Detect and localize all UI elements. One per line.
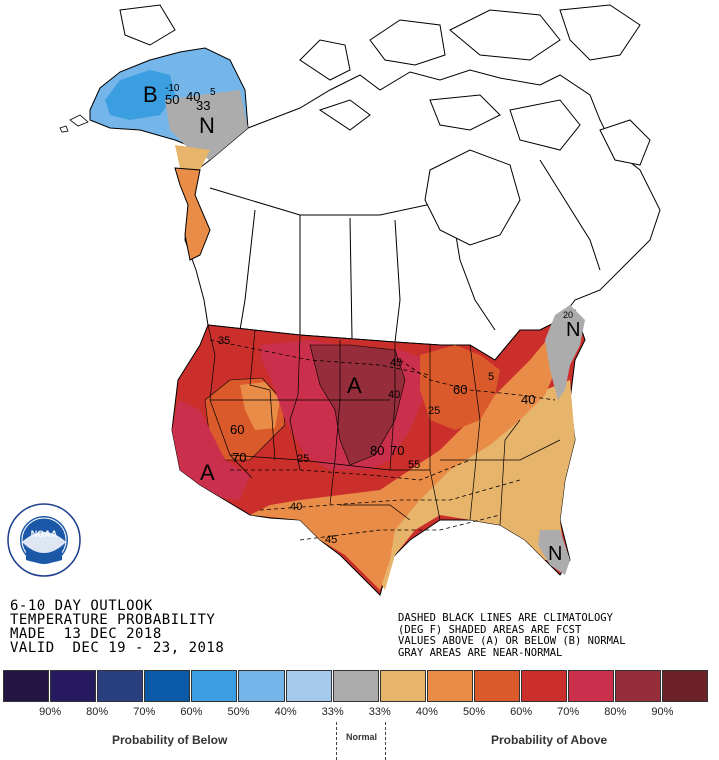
alaska-neg10-label: -10 [165,83,180,94]
notes-line-2: (DEG F) SHADED AREAS ARE FCST [398,623,582,636]
west-70-label: 70 [232,450,246,465]
legend-swatch-4 [191,670,238,702]
nw-35-label: 35 [218,335,230,347]
legend-percent-11: 70% [557,706,580,718]
legend-swatch-13 [615,670,662,702]
legend-swatch-0 [3,670,50,702]
northeast-normal [545,305,585,400]
center-80-label: 80 [370,443,384,458]
legend-percent-7: 33% [368,706,391,718]
ne-20-label: 20 [563,310,573,320]
notes-line-1: DASHED BLACK LINES ARE CLIMATOLOGY [398,612,613,624]
east-40-label: 40 [521,392,535,407]
map-labels: B 50 40 33 5 -10 N 35 60 70 A 40 25 45 A… [143,82,580,565]
state-lines [207,324,561,526]
legend-percent-2: 70% [133,706,156,718]
alaska-region [89,47,249,170]
notes-line-4: GRAY AREAS ARE NEAR-NORMAL [398,646,563,659]
legend-swatch-10 [473,670,521,702]
west-40-label: 40 [290,501,302,513]
california-70 [172,400,250,500]
legend-percent-3: 60% [180,706,203,718]
legend-percent-8: 40% [415,706,438,718]
legend-swatch-11 [521,670,568,702]
legend-divider-right [385,722,386,760]
noaa-logo: NOAA [7,503,81,577]
legend-percent-4: 50% [227,706,250,718]
legend-above-label: Probability of Above [491,733,608,747]
legend-percent-12: 80% [604,706,627,718]
center-45-label: 45 [390,357,402,369]
ne-n-label: N [566,319,580,341]
legend-swatch-14 [662,670,709,702]
outlook-map: B 50 40 33 5 -10 N 35 60 70 A 40 25 45 A… [59,4,661,596]
canada-outline [183,69,661,361]
legend-swatch-6 [285,670,332,702]
title-line-3: MADE 13 DEC 2018 [10,626,162,642]
legend-swatch-8 [379,670,426,702]
tx-45-label: 45 [325,534,337,546]
alaska-40-label: 40 [186,89,200,104]
notes-line-3: VALUES ABOVE (A) OR BELOW (B) NORMAL [398,635,626,647]
legend-percent-13: 90% [651,706,674,718]
center-70-label: 70 [390,443,404,458]
southeast-33 [370,380,575,590]
legend-swatch-3 [144,670,191,702]
glakes-5-label: 5 [488,371,494,383]
notes-block: DASHED BLACK LINES ARE CLIMATOLOGY (DEG … [398,612,626,659]
title-line-4: VALID DEC 19 - 23, 2018 [10,640,225,656]
legend-percent-6: 33% [321,706,344,718]
legend-swatch-1 [50,670,97,702]
alaska-33-label: 33 [196,98,210,113]
legend-percent-0: 90% [39,706,62,718]
bc-coast [174,167,211,261]
title-line-1: 6-10 DAY OUTLOOK [10,598,153,614]
legend-swatch-7 [332,670,379,702]
florida-normal [538,530,570,575]
fl-n-label: N [548,543,562,565]
band-50 [250,320,575,590]
hudson-bay [424,149,521,246]
climatology-lines [209,339,556,541]
legend-normal-label: Normal [346,732,378,742]
outlook-title-block: 6-10 DAY OUTLOOK TEMPERATURE PROBABILITY… [10,599,224,655]
alaska-n-label: N [199,113,215,138]
alaska-coast [59,114,89,133]
west-a-label: A [200,460,215,485]
title-line-2: TEMPERATURE PROBABILITY [10,612,216,628]
legend-divider-left [336,722,337,760]
center-40-label: 40 [388,389,400,401]
arctic-islands [119,4,651,166]
alaska-50-label: 50 [165,92,179,107]
legend-percent-1: 80% [86,706,109,718]
legend-swatches [3,670,709,702]
legend-swatch-2 [97,670,144,702]
center-a-label: A [347,373,362,398]
glakes-25-label: 25 [428,405,440,417]
center-55-label: 55 [408,459,420,471]
legend-below-label: Probability of Below [112,733,228,747]
alaska-5-label: 5 [210,87,216,98]
legend-percent-10: 60% [510,706,533,718]
noaa-logo-text: NOAA [31,529,58,539]
legend-swatch-9 [426,670,473,702]
legend-swatch-12 [568,670,615,702]
mid-25-label: 25 [297,453,309,465]
legend-percent-9: 50% [462,706,486,718]
alaska-b-label: B [143,82,158,107]
west-60-label: 60 [230,422,244,437]
legend-percent-5: 40% [274,706,297,718]
probability-legend: 90% 80% 70% 60% 50% 40% 33% 33% 40% 50% 60% 70% 80% 9… [0,670,719,760]
legend-swatch-5 [238,670,285,702]
glakes-60-label: 60 [453,382,467,397]
central-80 [309,344,406,466]
